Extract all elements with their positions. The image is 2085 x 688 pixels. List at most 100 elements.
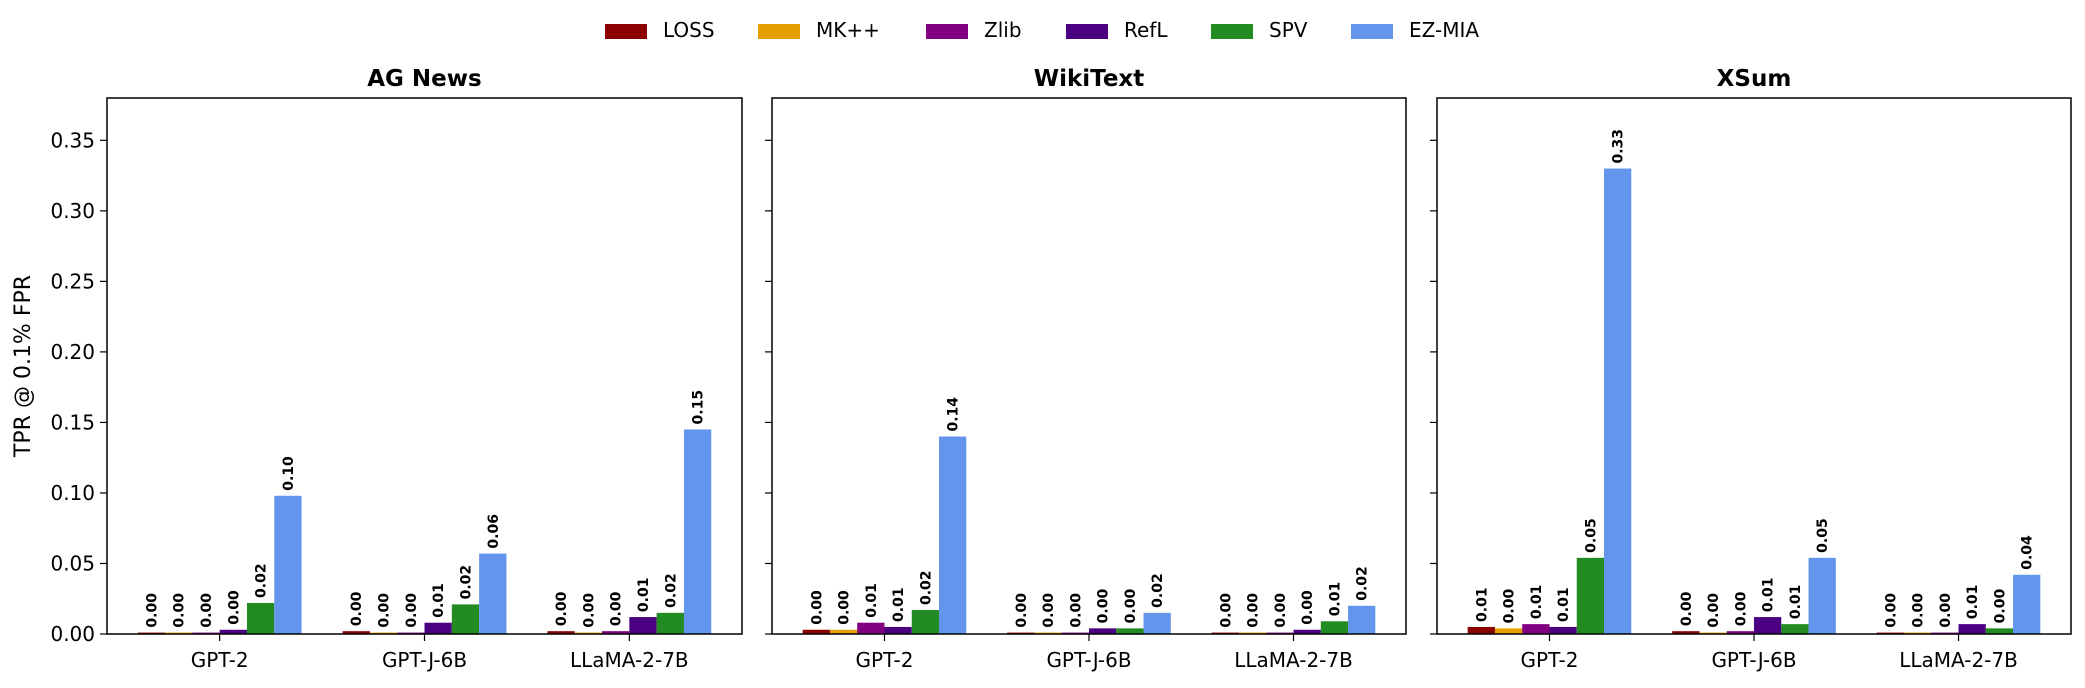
panel-wikitext-bar-loss bbox=[802, 629, 830, 634]
panel-ag-news-data-label: 0.15 bbox=[691, 390, 707, 425]
panel-ag-news-data-label: 0.00 bbox=[377, 593, 393, 628]
panel-xsum-data-label: 0.01 bbox=[1965, 585, 1981, 620]
panel-xsum-frame bbox=[1436, 97, 2072, 635]
panel-wikitext-data-label: 0.02 bbox=[918, 570, 934, 605]
panel-xsum-data-label: 0.00 bbox=[1911, 593, 1927, 628]
panel-xsum-bar-ez-mia bbox=[2013, 574, 2041, 634]
panel-wikitext-data-label: 0.00 bbox=[1246, 593, 1262, 628]
panel-xsum-bar-refl bbox=[1958, 624, 1986, 634]
legend-label-spv: SPV bbox=[1269, 18, 1308, 42]
panel-xsum-data-label: 0.00 bbox=[1883, 593, 1899, 628]
panel-wikitext-bar-spv bbox=[911, 610, 940, 634]
ytick-label: 0.35 bbox=[50, 128, 95, 152]
panel-xsum-data-label: 0.01 bbox=[1474, 587, 1490, 622]
panel-xsum-bar-refl bbox=[1549, 626, 1577, 634]
panel-wikitext-data-label: 0.14 bbox=[946, 397, 962, 432]
panel-xsum-data-label: 0.00 bbox=[1502, 589, 1518, 624]
panel-ag-news-bar-spv bbox=[656, 612, 684, 634]
panel-xsum-xtick-label: GPT-J-6B bbox=[1711, 648, 1796, 672]
panel-xsum-data-label: 0.33 bbox=[1611, 129, 1627, 164]
ytick-label: 0.15 bbox=[50, 410, 95, 434]
panel-xsum-data-label: 0.00 bbox=[1992, 589, 2008, 624]
panel-xsum-bar-ez-mia bbox=[1808, 557, 1836, 634]
panel-wikitext-bar-ez-mia bbox=[1348, 605, 1376, 634]
ytick-label: 0.05 bbox=[50, 551, 95, 575]
legend-label-refl: RefL bbox=[1124, 18, 1168, 42]
panel-wikitext-data-label: 0.00 bbox=[1218, 593, 1234, 628]
panel-wikitext-bar-ez-mia bbox=[939, 436, 967, 634]
legend-label-loss: LOSS bbox=[663, 18, 715, 42]
legend-swatch-spv bbox=[1211, 24, 1253, 39]
panel-wikitext-data-label: 0.00 bbox=[809, 590, 825, 625]
legend-swatch-ez-mia bbox=[1351, 24, 1393, 39]
ytick-label: 0.20 bbox=[50, 340, 95, 364]
panel-xsum-bar-zlib bbox=[1726, 631, 1754, 634]
panel-wikitext-bar-refl bbox=[1293, 629, 1321, 634]
panel-ag-news-bar-loss bbox=[547, 631, 575, 634]
panel-ag-news-data-label: 0.01 bbox=[636, 578, 652, 613]
panel-xsum-bar-spv bbox=[1985, 628, 2014, 634]
panel-wikitext-data-label: 0.02 bbox=[1150, 573, 1166, 608]
panel-wikitext-bar-zlib bbox=[857, 622, 885, 634]
panel-wikitext-data-label: 0.00 bbox=[1068, 593, 1084, 628]
legend-swatch-refl bbox=[1066, 24, 1108, 39]
panel-xsum-bar-ez-mia bbox=[1604, 168, 1632, 635]
panel-ag-news-data-label: 0.06 bbox=[486, 514, 502, 549]
panel-wikitext-bar-mk- bbox=[829, 629, 858, 634]
panel-ag-news-data-label: 0.00 bbox=[609, 591, 625, 626]
legend-swatch-mk- bbox=[758, 24, 800, 39]
panel-ag-news-data-label: 0.00 bbox=[144, 593, 160, 628]
panel-ag-news-bar-zlib bbox=[602, 631, 630, 634]
panel-ag-news-data-label: 0.01 bbox=[431, 583, 447, 618]
panel-wikitext-bar-ez-mia bbox=[1143, 612, 1171, 634]
legend-label-mk-: MK++ bbox=[816, 18, 880, 42]
panel-wikitext-data-label: 0.00 bbox=[1273, 593, 1289, 628]
panel-ag-news-bar-refl bbox=[424, 622, 452, 634]
panel-ag-news-bar-loss bbox=[342, 631, 370, 634]
panel-ag-news-data-label: 0.02 bbox=[458, 565, 474, 600]
panel-wikitext-frame bbox=[771, 97, 1407, 635]
panel-wikitext-data-label: 0.00 bbox=[1041, 593, 1057, 628]
panel-ag-news-data-label: 0.00 bbox=[404, 593, 420, 628]
legend-swatch-zlib bbox=[926, 24, 968, 39]
panel-wikitext-bar-spv bbox=[1116, 628, 1144, 634]
ytick-label: 0.30 bbox=[50, 199, 95, 223]
panel-ag-news-bar-ez-mia bbox=[683, 429, 712, 634]
ytick-label: 0.25 bbox=[50, 269, 95, 293]
panel-ag-news-xtick-label: GPT-2 bbox=[191, 648, 249, 672]
panel-wikitext-bar-spv bbox=[1320, 621, 1349, 634]
panel-xsum-title: XSum bbox=[1717, 66, 1792, 92]
panel-ag-news-data-label: 0.00 bbox=[199, 593, 215, 628]
panel-xsum-data-label: 0.01 bbox=[1788, 585, 1804, 620]
panel-wikitext-data-label: 0.00 bbox=[837, 590, 853, 625]
panel-wikitext-data-label: 0.00 bbox=[1123, 589, 1139, 624]
panel-wikitext-xtick-label: GPT-J-6B bbox=[1046, 648, 1131, 672]
panel-wikitext-data-label: 0.01 bbox=[891, 587, 907, 622]
panel-wikitext-xtick-label: GPT-2 bbox=[856, 648, 914, 672]
panel-xsum-bar-refl bbox=[1754, 617, 1782, 634]
panel-xsum-xtick-label: GPT-2 bbox=[1521, 648, 1579, 672]
panel-ag-news-xtick-label: GPT-J-6B bbox=[382, 648, 467, 672]
panel-ag-news-data-label: 0.00 bbox=[349, 591, 365, 626]
legend-swatch-loss bbox=[605, 24, 647, 39]
panel-ag-news-data-label: 0.00 bbox=[554, 591, 570, 626]
panel-xsum-data-label: 0.00 bbox=[1938, 593, 1954, 628]
panel-ag-news-bar-refl bbox=[219, 629, 247, 634]
panel-ag-news-title: AG News bbox=[367, 66, 481, 92]
panel-xsum-data-label: 0.00 bbox=[1733, 591, 1749, 626]
ytick-label: 0.10 bbox=[50, 481, 95, 505]
panel-wikitext-data-label: 0.01 bbox=[1327, 582, 1343, 617]
legend-label-zlib: Zlib bbox=[984, 18, 1022, 42]
y-axis-label: TPR @ 0.1% FPR bbox=[11, 275, 36, 458]
panel-xsum-bar-zlib bbox=[1522, 624, 1550, 634]
panel-xsum-data-label: 0.05 bbox=[1583, 518, 1599, 553]
panel-ag-news-data-label: 0.02 bbox=[663, 573, 679, 608]
panel-ag-news-bar-refl bbox=[629, 617, 657, 634]
panel-wikitext-xtick-label: LLaMA-2-7B bbox=[1234, 648, 1353, 672]
panel-xsum-data-label: 0.01 bbox=[1761, 578, 1777, 613]
legend-label-ez-mia: EZ-MIA bbox=[1409, 18, 1479, 42]
panel-ag-news-data-label: 0.00 bbox=[172, 593, 188, 628]
panel-xsum-bar-loss bbox=[1467, 626, 1495, 634]
panel-wikitext-data-label: 0.02 bbox=[1355, 566, 1371, 601]
